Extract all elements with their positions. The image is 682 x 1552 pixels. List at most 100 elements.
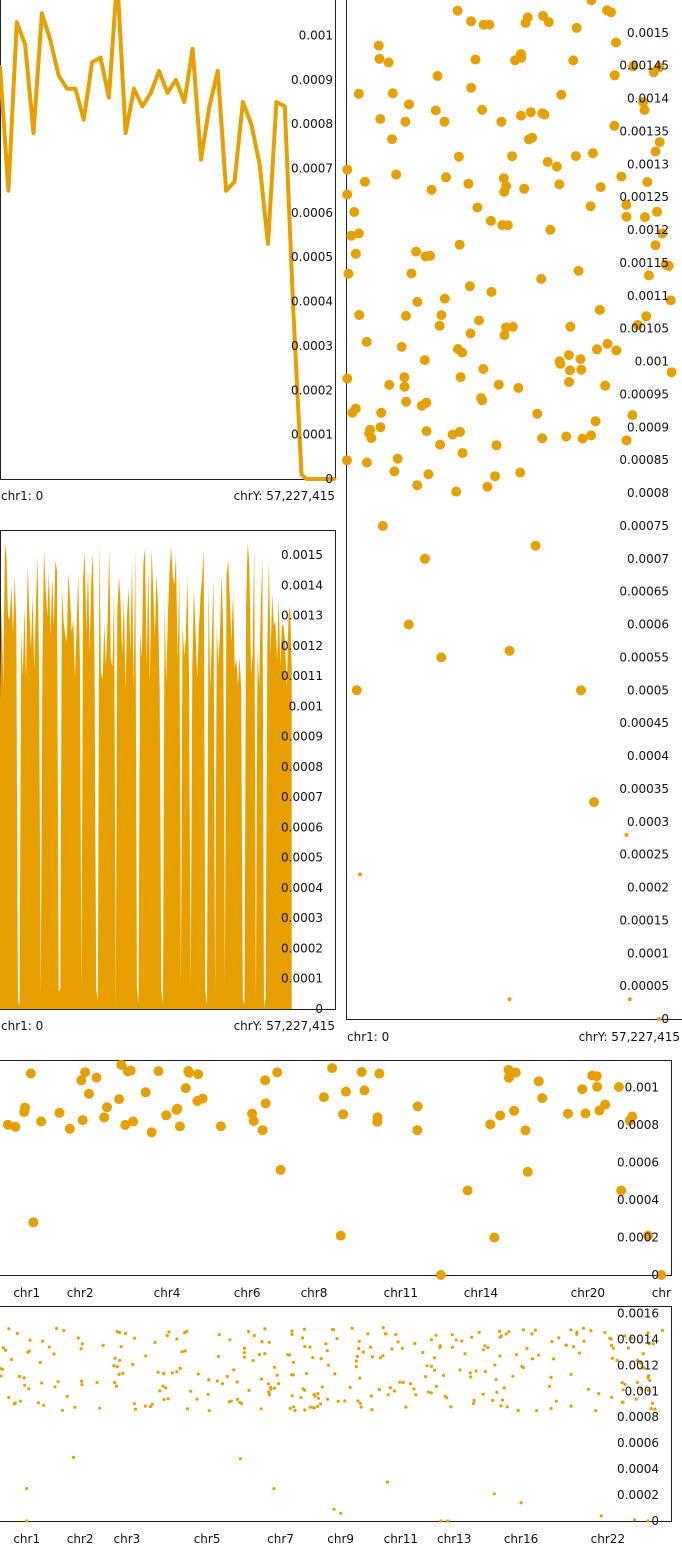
data-point: [525, 1346, 529, 1351]
data-point: [586, 0, 597, 6]
data-point: [224, 189, 228, 193]
data-point: [243, 1346, 247, 1350]
data-point: [189, 1389, 193, 1393]
data-point-outlier: [576, 685, 586, 696]
data-point-outlier: [489, 1232, 500, 1243]
data-point: [434, 1384, 438, 1388]
data-point: [611, 1346, 616, 1350]
data-point: [383, 57, 394, 68]
data-point: [520, 1364, 524, 1368]
data-point: [549, 1375, 553, 1379]
data-point: [635, 1380, 640, 1384]
data-point: [276, 1382, 281, 1386]
data-point: [378, 1356, 383, 1360]
data-point: [503, 1072, 514, 1083]
x-tick-labels: chr1 chr2 chr3 chr5 chr7 chr9 chr11 chr13 chr16 c…: [13, 1532, 625, 1546]
y-tick-label: 0.0003: [291, 339, 333, 353]
data-point: [586, 430, 597, 441]
data-point-outlier: [403, 619, 414, 630]
data-point: [47, 1345, 51, 1349]
data-point-outlier: [507, 997, 512, 1002]
y-tick-label: 0.00085: [619, 453, 669, 467]
data-point: [171, 1104, 182, 1115]
data-point: [602, 338, 613, 349]
data-point: [463, 178, 474, 189]
data-point: [38, 1360, 42, 1365]
data-point: [451, 486, 462, 497]
data-point: [40, 11, 44, 15]
data-point-outlier: [446, 1519, 450, 1523]
y-tick-label: 0.0004: [627, 749, 669, 763]
data-point: [412, 1101, 423, 1112]
y-tick-label: 0.0004: [291, 295, 333, 309]
data-point: [435, 439, 446, 450]
data-point: [571, 22, 582, 33]
data-point: [388, 1386, 392, 1390]
data-point: [511, 1374, 515, 1378]
data-point-outlier: [377, 520, 388, 531]
data-point: [354, 310, 365, 320]
data-point: [353, 88, 364, 99]
data-point: [308, 1345, 312, 1349]
y-tick-label: 0.0006: [291, 206, 333, 220]
data-point: [478, 364, 489, 374]
data-point: [474, 1369, 478, 1373]
data-point: [303, 1344, 307, 1349]
data-point: [507, 151, 518, 162]
data-point: [630, 1336, 634, 1340]
data-point: [182, 100, 186, 104]
data-point: [333, 1372, 337, 1376]
data-point: [441, 172, 451, 183]
data-point: [193, 1069, 204, 1080]
data-point: [40, 1381, 44, 1385]
data-point: [466, 16, 477, 27]
data-point: [425, 1364, 429, 1368]
data-point: [53, 1385, 57, 1389]
data-point: [603, 1331, 607, 1335]
data-point: [348, 1385, 352, 1389]
data-point: [653, 1407, 657, 1411]
data-point: [597, 1392, 601, 1396]
data-point: [15, 20, 19, 24]
y-tick-label: 0.0009: [291, 73, 333, 87]
data-point: [600, 1099, 611, 1110]
data-point: [357, 1346, 361, 1351]
data-point: [474, 315, 484, 326]
data-point: [117, 1372, 121, 1376]
data-point: [536, 273, 547, 284]
data-point: [62, 1329, 66, 1333]
y-tick-label: 0.0007: [627, 552, 669, 566]
data-point: [375, 422, 386, 433]
data-point: [381, 1326, 385, 1330]
data-point: [563, 1108, 573, 1119]
data-point: [404, 1405, 408, 1409]
data-point: [495, 1110, 506, 1121]
data-point: [495, 1390, 499, 1394]
data-point-outlier: [351, 685, 362, 696]
data-point: [343, 1399, 347, 1403]
y-tick-label: 0.0007: [291, 162, 333, 176]
data-point: [396, 341, 407, 352]
data-point: [303, 1408, 307, 1412]
area-series: [0, 540, 292, 1009]
data-point: [196, 1372, 200, 1376]
data-point: [364, 428, 375, 439]
data-point: [575, 1332, 579, 1336]
data-point: [455, 372, 466, 383]
data-point: [175, 1370, 179, 1374]
data-point: [76, 1075, 87, 1086]
data-point: [128, 1116, 139, 1127]
data-point: [445, 1396, 449, 1400]
data-point: [233, 180, 236, 184]
data-point: [235, 1397, 239, 1401]
data-point: [390, 1347, 394, 1351]
data-point: [621, 435, 632, 446]
data-point: [587, 148, 598, 159]
data-point: [521, 1328, 526, 1332]
y-tick-label: 0: [315, 1002, 323, 1016]
y-tick-label: 0.00055: [619, 650, 669, 664]
data-point: [374, 53, 385, 64]
data-point: [288, 1406, 292, 1411]
data-point: [497, 1329, 502, 1333]
data-point: [132, 87, 136, 91]
